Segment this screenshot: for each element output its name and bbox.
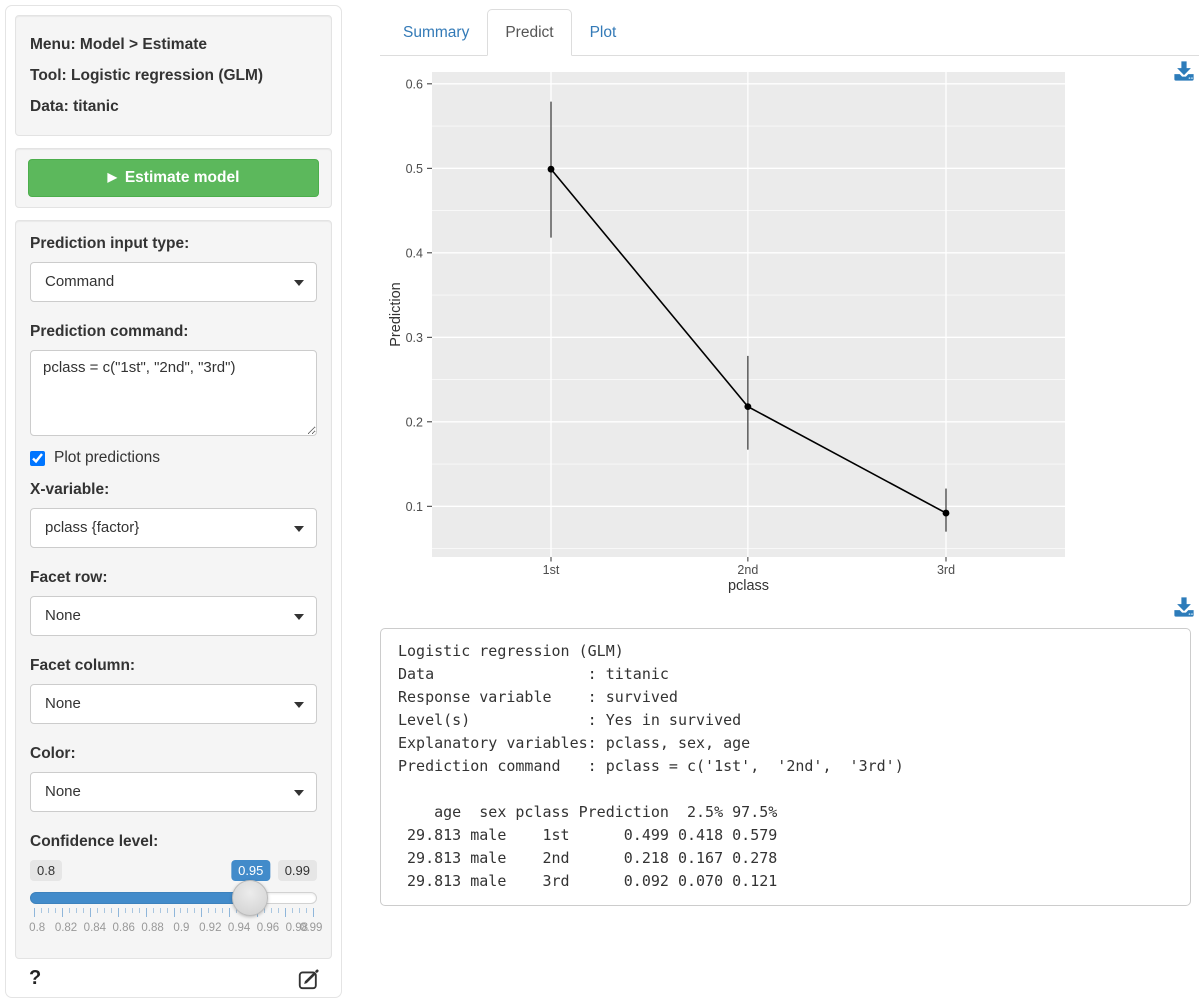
- svg-text:pclass: pclass: [728, 578, 769, 594]
- svg-text:Prediction: Prediction: [388, 282, 404, 346]
- chevron-down-icon: [294, 790, 304, 796]
- facet-row-select[interactable]: None: [30, 596, 317, 636]
- estimate-panel: ▶ Estimate model: [15, 148, 332, 208]
- color-label: Color:: [30, 745, 317, 763]
- color-select[interactable]: None: [30, 772, 317, 812]
- slider-track[interactable]: [30, 892, 317, 904]
- prediction-command-input[interactable]: pclass = c("1st", "2nd", "3rd"): [30, 350, 317, 436]
- chevron-down-icon: [294, 280, 304, 286]
- chevron-down-icon: [294, 702, 304, 708]
- svg-text:0.2: 0.2: [406, 415, 423, 429]
- prediction-command-label: Prediction command:: [30, 323, 317, 341]
- slider-value-badge: 0.95: [231, 860, 270, 881]
- svg-text:0.5: 0.5: [406, 162, 423, 176]
- facet-column-label: Facet column:: [30, 657, 317, 675]
- play-icon: ▶: [108, 170, 117, 184]
- slider-fill: [30, 892, 249, 904]
- svg-text:3rd: 3rd: [937, 563, 955, 577]
- svg-text:0.4: 0.4: [406, 246, 423, 260]
- predict-controls-panel: Prediction input type: Command Predictio…: [15, 220, 332, 959]
- x-variable-label: X-variable:: [30, 481, 317, 499]
- confidence-level-label: Confidence level:: [30, 833, 317, 851]
- facet-row-value: None: [45, 607, 81, 624]
- help-icon[interactable]: ?: [29, 967, 41, 990]
- menu-breadcrumb: Menu: Model > Estimate: [30, 29, 317, 60]
- tab-summary[interactable]: Summary: [385, 9, 487, 56]
- tool-label: Tool: Logistic regression (GLM): [30, 60, 317, 91]
- estimate-model-label: Estimate model: [125, 169, 240, 186]
- chevron-down-icon: [294, 614, 304, 620]
- x-variable-select[interactable]: pclass {factor}: [30, 508, 317, 548]
- prediction-plot: 0.6 0.5 0.4 0.3 0.2 0.1 1st 2nd 3rd pclass Predict…: [380, 62, 1199, 612]
- result-tabs: Summary Predict Plot: [380, 9, 1199, 56]
- slider-min-label: 0.8: [30, 860, 62, 881]
- facet-column-value: None: [45, 695, 81, 712]
- confidence-slider: 0.8 0.95 0.99 0.80.820.840.860.880.90.92…: [30, 860, 317, 940]
- facet-column-select[interactable]: None: [30, 684, 317, 724]
- download-predictions-button[interactable]: [1172, 595, 1196, 619]
- x-variable-value: pclass {factor}: [45, 519, 139, 536]
- tab-plot[interactable]: Plot: [572, 9, 635, 56]
- edit-icon[interactable]: [298, 968, 320, 990]
- context-panel: Menu: Model > Estimate Tool: Logistic re…: [15, 15, 332, 136]
- plot-predictions-row[interactable]: Plot predictions: [30, 449, 317, 467]
- svg-text:0.6: 0.6: [406, 77, 423, 91]
- download-icon: [1173, 596, 1195, 618]
- slider-grid: 0.80.820.840.860.880.90.920.940.960.980.…: [30, 908, 317, 940]
- slider-handle[interactable]: [232, 880, 268, 916]
- slider-max-label: 0.99: [278, 860, 317, 881]
- sidebar-footer: ?: [29, 967, 320, 990]
- sidebar: Menu: Model > Estimate Tool: Logistic re…: [5, 5, 342, 998]
- dataset-label: Data: titanic: [30, 91, 317, 122]
- svg-text:2nd: 2nd: [737, 563, 758, 577]
- color-value: None: [45, 783, 81, 800]
- prediction-input-type-select[interactable]: Command: [30, 262, 317, 302]
- tab-predict[interactable]: Predict: [487, 9, 571, 56]
- prediction-summary-output: Logistic regression (GLM) Data : titanic…: [380, 628, 1191, 906]
- svg-text:1st: 1st: [543, 563, 560, 577]
- chevron-down-icon: [294, 526, 304, 532]
- slider-labels: 0.8 0.95 0.99: [30, 860, 317, 884]
- prediction-input-type-label: Prediction input type:: [30, 235, 317, 253]
- facet-row-label: Facet row:: [30, 569, 317, 587]
- svg-text:0.1: 0.1: [406, 500, 423, 514]
- estimate-model-button[interactable]: ▶ Estimate model: [28, 159, 319, 197]
- prediction-input-type-value: Command: [45, 273, 114, 290]
- svg-text:0.3: 0.3: [406, 331, 423, 345]
- plot-predictions-checkbox[interactable]: [30, 451, 45, 466]
- plot-predictions-label: Plot predictions: [54, 449, 160, 467]
